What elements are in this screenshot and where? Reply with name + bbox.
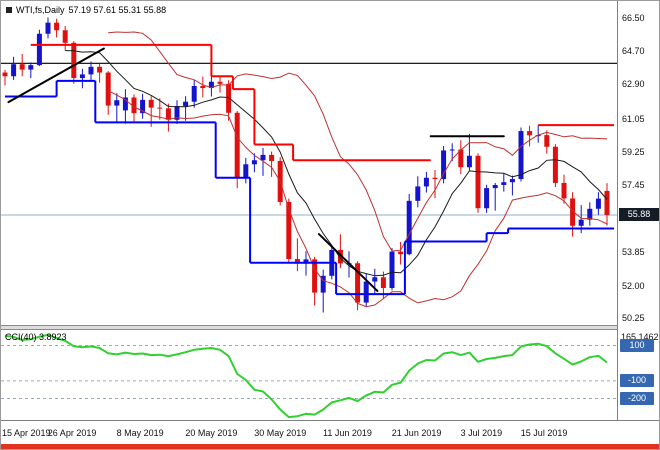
cci-level-label: -200 [620,391,654,405]
date-label: 3 Jul 2019 [460,428,503,438]
price-tick-label: 64.70 [622,46,645,57]
date-label: 26 Apr 2019 [47,428,97,438]
current-price-tag: 55.88 [619,208,659,222]
cci-level-label: -100 [620,373,654,387]
date-label: 21 Jun 2019 [391,428,442,438]
trendline [7,47,105,104]
candles [2,17,610,313]
symbol-name: WTI,fs,Daily [16,5,65,15]
price-tick-label: 62.90 [622,79,645,90]
cci-chart-svg[interactable] [1,330,617,420]
resistance-step-line [30,43,614,162]
pane-separator-handle[interactable] [1,325,659,330]
symbol-label: WTI,fs,Daily 57.19 57.61 55.31 55.88 [6,5,166,15]
bottom-strip [1,444,659,449]
price-tick-label: 52.00 [622,280,645,291]
price-tick-label: 59.25 [622,146,645,157]
date-label: 30 May 2019 [254,428,307,438]
date-label: 8 May 2019 [116,428,164,438]
price-tick-label: 50.25 [622,313,645,323]
trendline [317,233,379,292]
price-chart-svg[interactable] [1,1,617,325]
cci-level-label: 100 [620,338,654,352]
symbol-ohlc-values: 57.19 57.61 55.31 55.88 [68,5,167,15]
cci-value: 3.8923 [39,332,67,342]
price-tick-label: 61.05 [622,113,645,124]
cci-line [4,333,608,419]
lower-band-line [107,90,608,308]
price-tick-label: 66.50 [622,13,645,23]
date-label: 15 Jul 2019 [520,428,568,438]
time-axis[interactable]: 15 Apr 2019 26 Apr 2019 8 May 2019 20 May 2… [1,420,659,444]
cci-name: CCI(40) [5,332,37,342]
date-label: 20 May 2019 [185,428,238,438]
price-tick-label: 53.85 [622,246,645,257]
date-label: 11 Jun 2019 [323,428,372,438]
date-label: 15 Apr 2019 [2,428,51,438]
ma-mid-line [65,50,608,277]
upper-band-line [108,31,608,252]
symbol-bullet-icon [6,7,12,13]
price-tick-label: 57.45 [622,180,645,191]
price-axis[interactable]: 55.88 165.1462 66.50 64.70 62.90 61.05 59.25… [617,1,659,444]
cci-max-label: 165.1462 [621,332,659,342]
support-step-line [5,79,614,296]
cci-indicator-pane[interactable]: CCI(40) 3.8923 [1,330,617,420]
main-chart-pane[interactable]: WTI,fs,Daily 57.19 57.61 55.31 55.88 [1,1,617,325]
cci-indicator-label: CCI(40) 3.8923 [5,332,67,342]
